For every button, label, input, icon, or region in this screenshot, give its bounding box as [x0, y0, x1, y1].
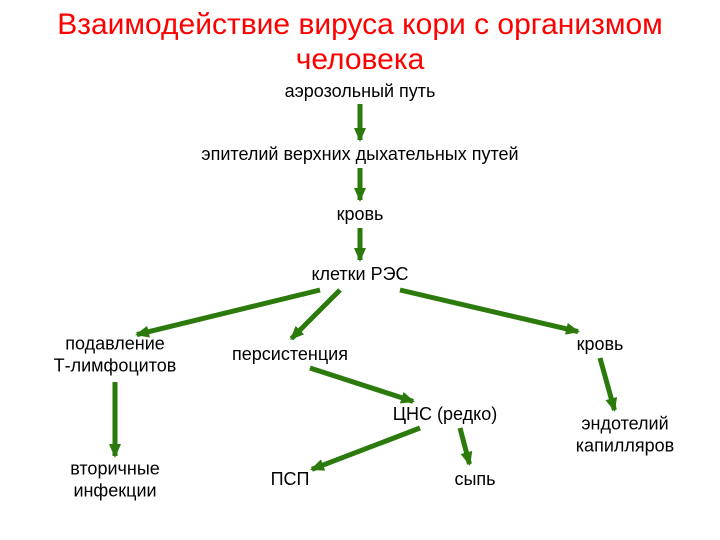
node-n4: клетки РЭС — [311, 264, 408, 286]
node-n3: кровь — [337, 204, 384, 226]
node-n9: эндотелий капилляров — [576, 413, 674, 456]
arrow-5 — [400, 290, 578, 332]
arrow-7 — [600, 358, 614, 410]
arrow-9 — [312, 428, 420, 469]
arrow-4 — [291, 290, 340, 339]
node-n7: кровь — [577, 334, 624, 356]
arrow-3 — [137, 290, 320, 335]
node-n5: подавление Т-лимфоцитов — [54, 333, 177, 376]
node-n11: ПСП — [271, 469, 310, 491]
node-n8: ЦНС (редко) — [393, 404, 498, 426]
node-n1: аэрозольный путь — [285, 81, 436, 103]
node-n10: вторичные инфекции — [70, 458, 160, 501]
node-n2: эпителий верхних дыхательных путей — [201, 144, 518, 166]
node-n6: персистенция — [232, 344, 348, 366]
node-n12: сыпь — [454, 469, 495, 491]
diagram-title: Взаимодействие вируса кори с организмом … — [0, 8, 720, 77]
arrow-8 — [310, 368, 413, 401]
arrow-10 — [460, 428, 469, 464]
